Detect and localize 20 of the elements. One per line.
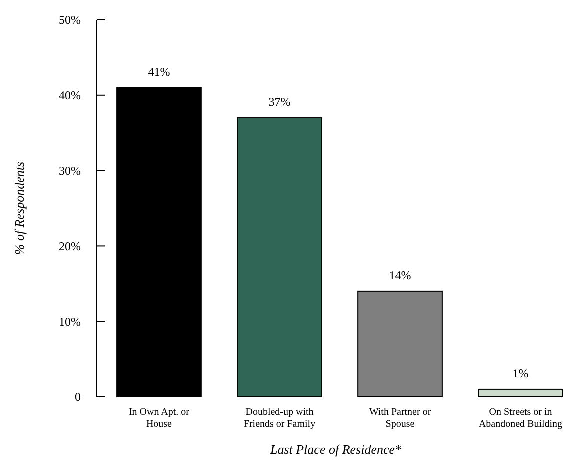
y-tick-label: 0	[75, 390, 81, 404]
data-label: 37%	[268, 95, 291, 110]
y-tick-label: 50%	[59, 13, 81, 28]
x-tick-label: On Streets or in Abandoned Building	[478, 407, 563, 430]
y-tick-label: 20%	[59, 239, 81, 254]
bar	[358, 290, 443, 398]
y-tick-label: 30%	[59, 164, 81, 178]
bar	[116, 87, 202, 398]
data-label: 1%	[512, 366, 529, 380]
x-tick-label: In Own Apt. or House	[128, 407, 190, 430]
data-label: 14%	[389, 268, 412, 282]
x-tick-label: With Partner or Spouse	[369, 407, 432, 430]
bar	[478, 388, 564, 398]
y-axis-title: % of Respondents	[12, 162, 27, 256]
x-axis-title: Last Place of Residence*	[269, 442, 402, 457]
y-tick-label: 40%	[59, 88, 81, 103]
x-tick-label: Doubled-up with Friends or Family	[244, 407, 316, 430]
bar	[237, 118, 322, 398]
data-label: 41%	[148, 64, 170, 79]
y-tick-label: 10%	[59, 314, 81, 329]
